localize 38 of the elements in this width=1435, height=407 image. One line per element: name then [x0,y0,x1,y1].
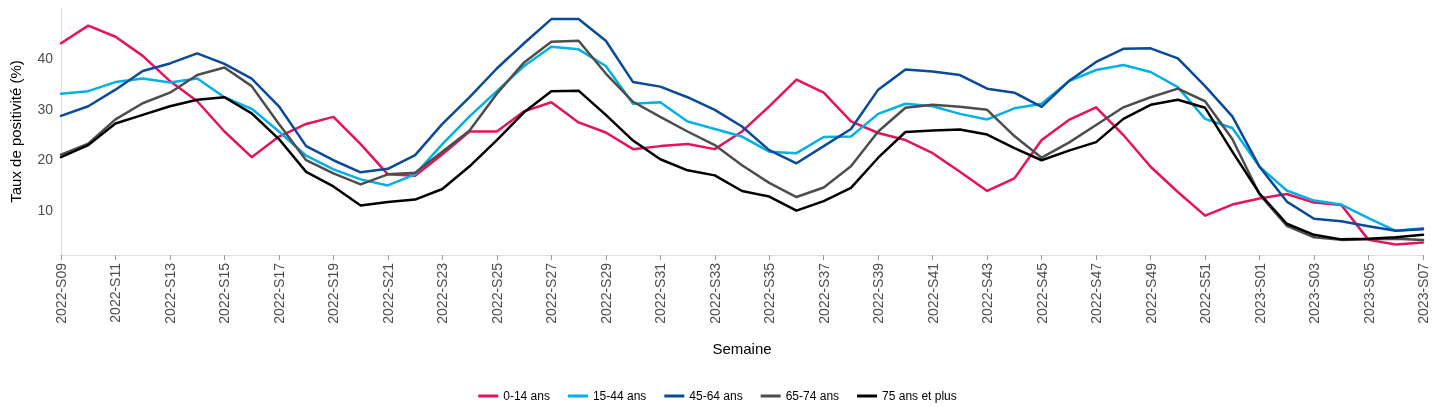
x-axis-title: Semaine [712,340,772,357]
x-tick-label: 2022-S47 [1088,262,1105,324]
legend-label: 15-44 ans [592,389,647,403]
y-tick-label: 30 [37,100,54,117]
x-tick-label: 2022-S45 [1033,262,1050,324]
x-tick-label: 2022-S31 [652,262,669,324]
x-tick-label: 2022-S41 [924,262,941,324]
x-tick-label: 2022-S19 [325,262,342,324]
x-tick-label: 2022-S29 [597,262,614,324]
x-tick-label: 2022-S49 [1142,262,1159,324]
x-tick-label: 2023-S07 [1415,262,1431,324]
x-tick-label: 2022-S27 [543,262,560,324]
x-tick-label: 2022-S09 [53,262,69,324]
x-tick-label: 2022-S39 [870,262,887,324]
x-tick-label: 2022-S35 [761,262,778,324]
x-tick-label: 2022-S11 [107,262,124,323]
y-tick-label: 20 [37,151,54,168]
x-tick-label: 2022-S51 [1197,262,1214,324]
x-tick-label: 2022-S25 [488,262,505,324]
x-tick-label: 2022-S21 [379,262,396,324]
legend-label: 65-74 ans [785,389,840,403]
x-tick-label: 2023-S05 [1360,262,1377,324]
legend-label: 75 ans et plus [882,389,957,403]
line-series [59,89,1425,241]
x-tick-label: 2022-S15 [216,262,233,324]
x-tick-label: 2022-S17 [270,262,287,324]
y-tick-label: 40 [37,50,54,67]
x-tick-label: 2022-S37 [815,262,832,324]
x-tick-label: 2022-S43 [979,262,996,324]
legend-label: 0-14 ans [503,389,550,403]
x-tick-label: 2022-S33 [706,262,723,324]
y-tick-label: 10 [37,201,54,218]
legend-label: 45-64 ans [689,389,743,403]
x-tick-label: 2023-S01 [1251,262,1268,324]
x-tick-label: 2022-S13 [161,262,178,324]
x-tick-label: 2022-S23 [434,262,451,324]
x-tick-label: 2023-S03 [1306,262,1323,324]
y-axis-title: Taux de positivité (%) [7,60,24,203]
